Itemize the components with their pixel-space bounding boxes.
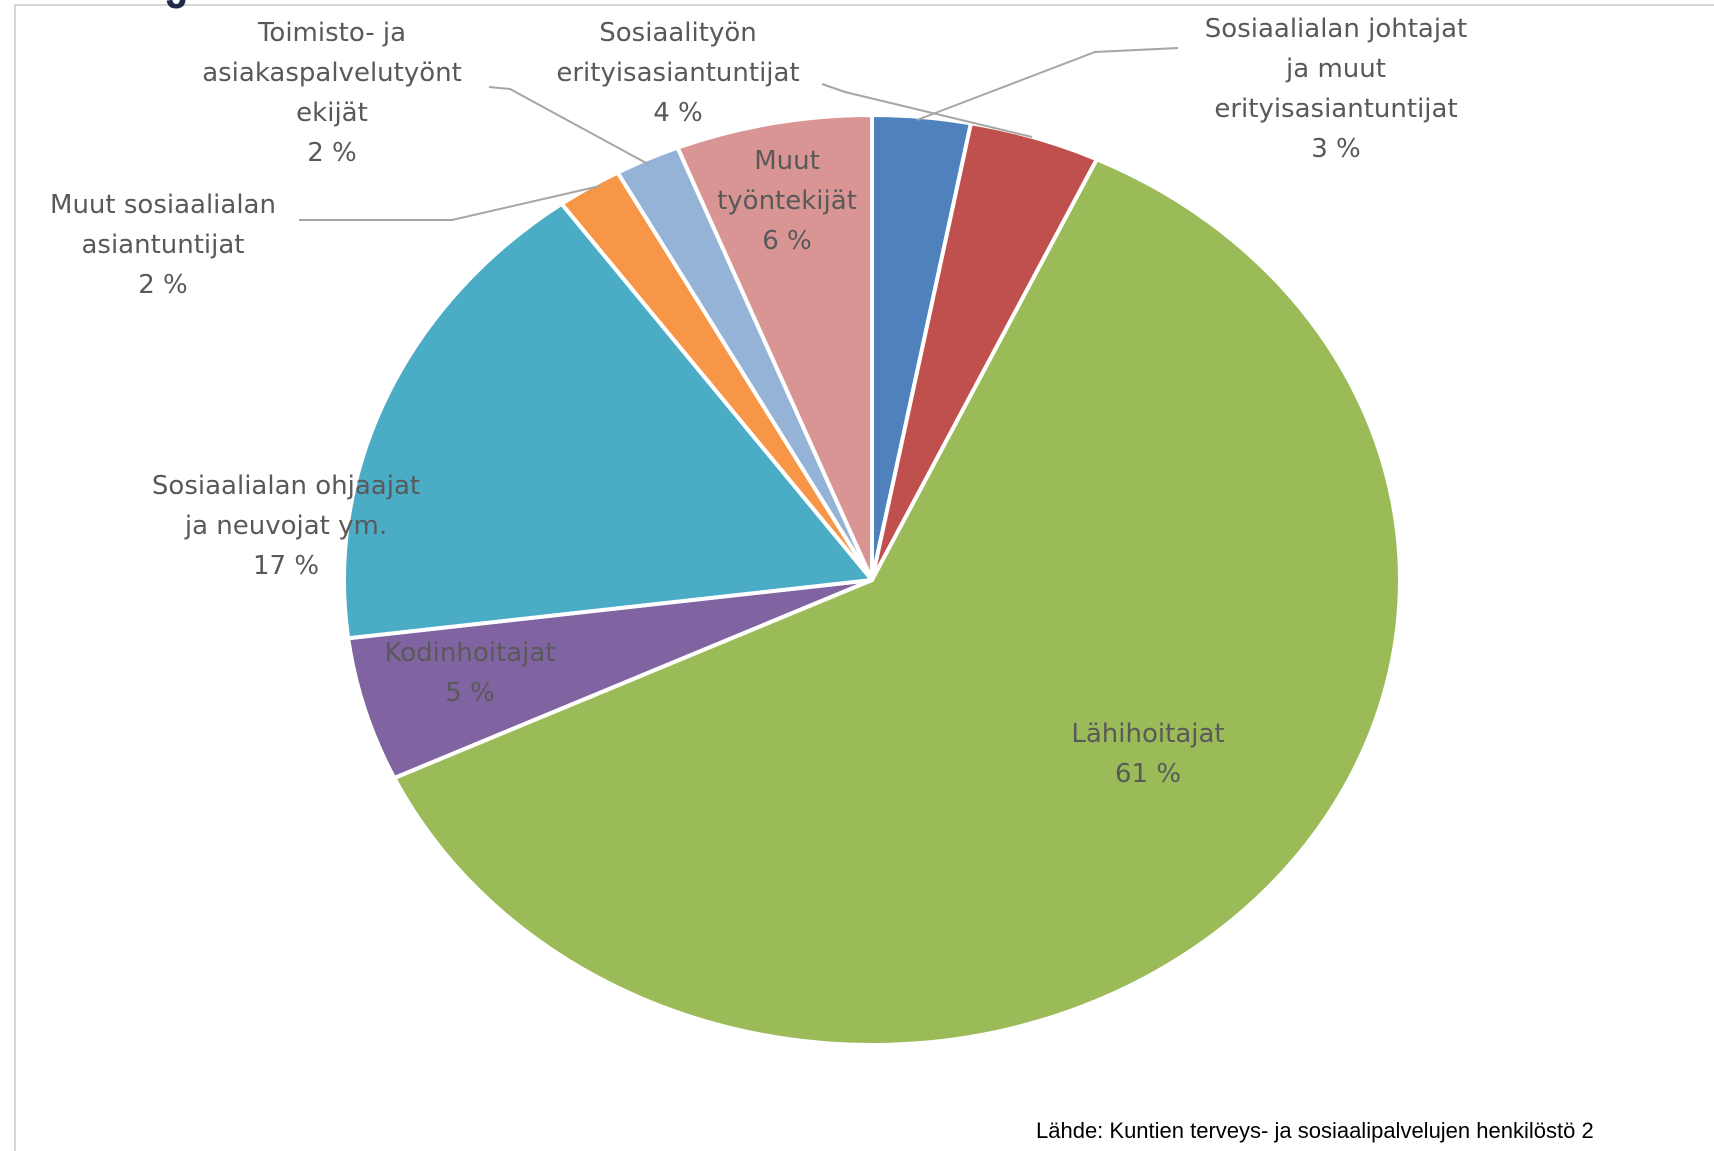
leader-line-2 [821, 83, 1033, 138]
source-note: Lähde: Kuntien terveys- ja sosiaalipalve… [1036, 1118, 1594, 1143]
leader-line-7 [488, 86, 649, 165]
leader-line-6 [299, 185, 601, 221]
pie-slice-4 [346, 578, 874, 780]
slice-label-line: Muut sosiaalialan [50, 190, 276, 220]
slice-label-6: Muut sosiaalialan asiantuntijat 2 % [50, 190, 276, 300]
slice-labels: Sosiaalialan johtajat ja muut erityisasian… [50, 14, 1467, 789]
slice-label-line: 2 % [307, 138, 357, 168]
leader-lines [299, 47, 1179, 221]
slice-label-line: työntekijät [717, 186, 857, 216]
slice-label-2: Sosiaalityön erityisasiantuntijat 4 % [556, 18, 799, 128]
slice-label-line: ja muut [1285, 54, 1386, 84]
slice-label-line: Lähihoitajat [1071, 719, 1224, 749]
slice-label-line: 5 % [445, 678, 495, 708]
slice-label-line: 4 % [653, 98, 703, 128]
slice-label-5: Sosiaalialan ohjaajat ja neuvojat ym. 17 % [152, 471, 420, 581]
slice-label-line: asiantuntijat [81, 230, 244, 260]
cropped-title-fragment: J [166, 0, 226, 10]
slice-label-line: Toimisto- ja [257, 18, 406, 48]
slice-label-line: 6 % [762, 226, 812, 256]
slice-label-line: erityisasiantuntijat [1214, 94, 1457, 124]
slice-label-line: 2 % [138, 270, 188, 300]
slice-label-8: Muut työntekijät 6 % [717, 146, 857, 256]
slice-label-line: ja neuvojat ym. [184, 511, 387, 541]
slice-label-line: Muut [754, 146, 820, 176]
slice-label-line: 61 % [1115, 759, 1181, 789]
slice-label-line: ekijät [296, 98, 368, 128]
slice-label-line: 17 % [253, 551, 319, 581]
slice-label-line: 3 % [1311, 134, 1361, 164]
slice-label-4: Kodinhoitajat 5 % [385, 638, 556, 708]
pie-slice-8 [675, 113, 874, 582]
pie-slice-3 [392, 157, 1402, 1047]
slice-label-7: Toimisto- ja asiakaspalvelutyönt ekijät 2 % [202, 18, 462, 168]
slice-label-line: Sosiaalityön [599, 18, 756, 48]
slice-label-line: asiakaspalvelutyönt [202, 58, 462, 88]
pie-slices [342, 113, 1402, 1047]
slice-label-3: Lähihoitajat 61 % [1071, 719, 1224, 789]
pie-slice-5 [342, 201, 874, 641]
slice-label-line: Sosiaalialan johtajat [1205, 14, 1467, 44]
slice-label-1: Sosiaalialan johtajat ja muut erityisasian… [1205, 14, 1467, 164]
leader-line-1 [916, 47, 1179, 121]
slice-label-line: Kodinhoitajat [385, 638, 556, 668]
slice-label-line: Sosiaalialan ohjaajat [152, 471, 420, 501]
slice-label-line: erityisasiantuntijat [556, 58, 799, 88]
